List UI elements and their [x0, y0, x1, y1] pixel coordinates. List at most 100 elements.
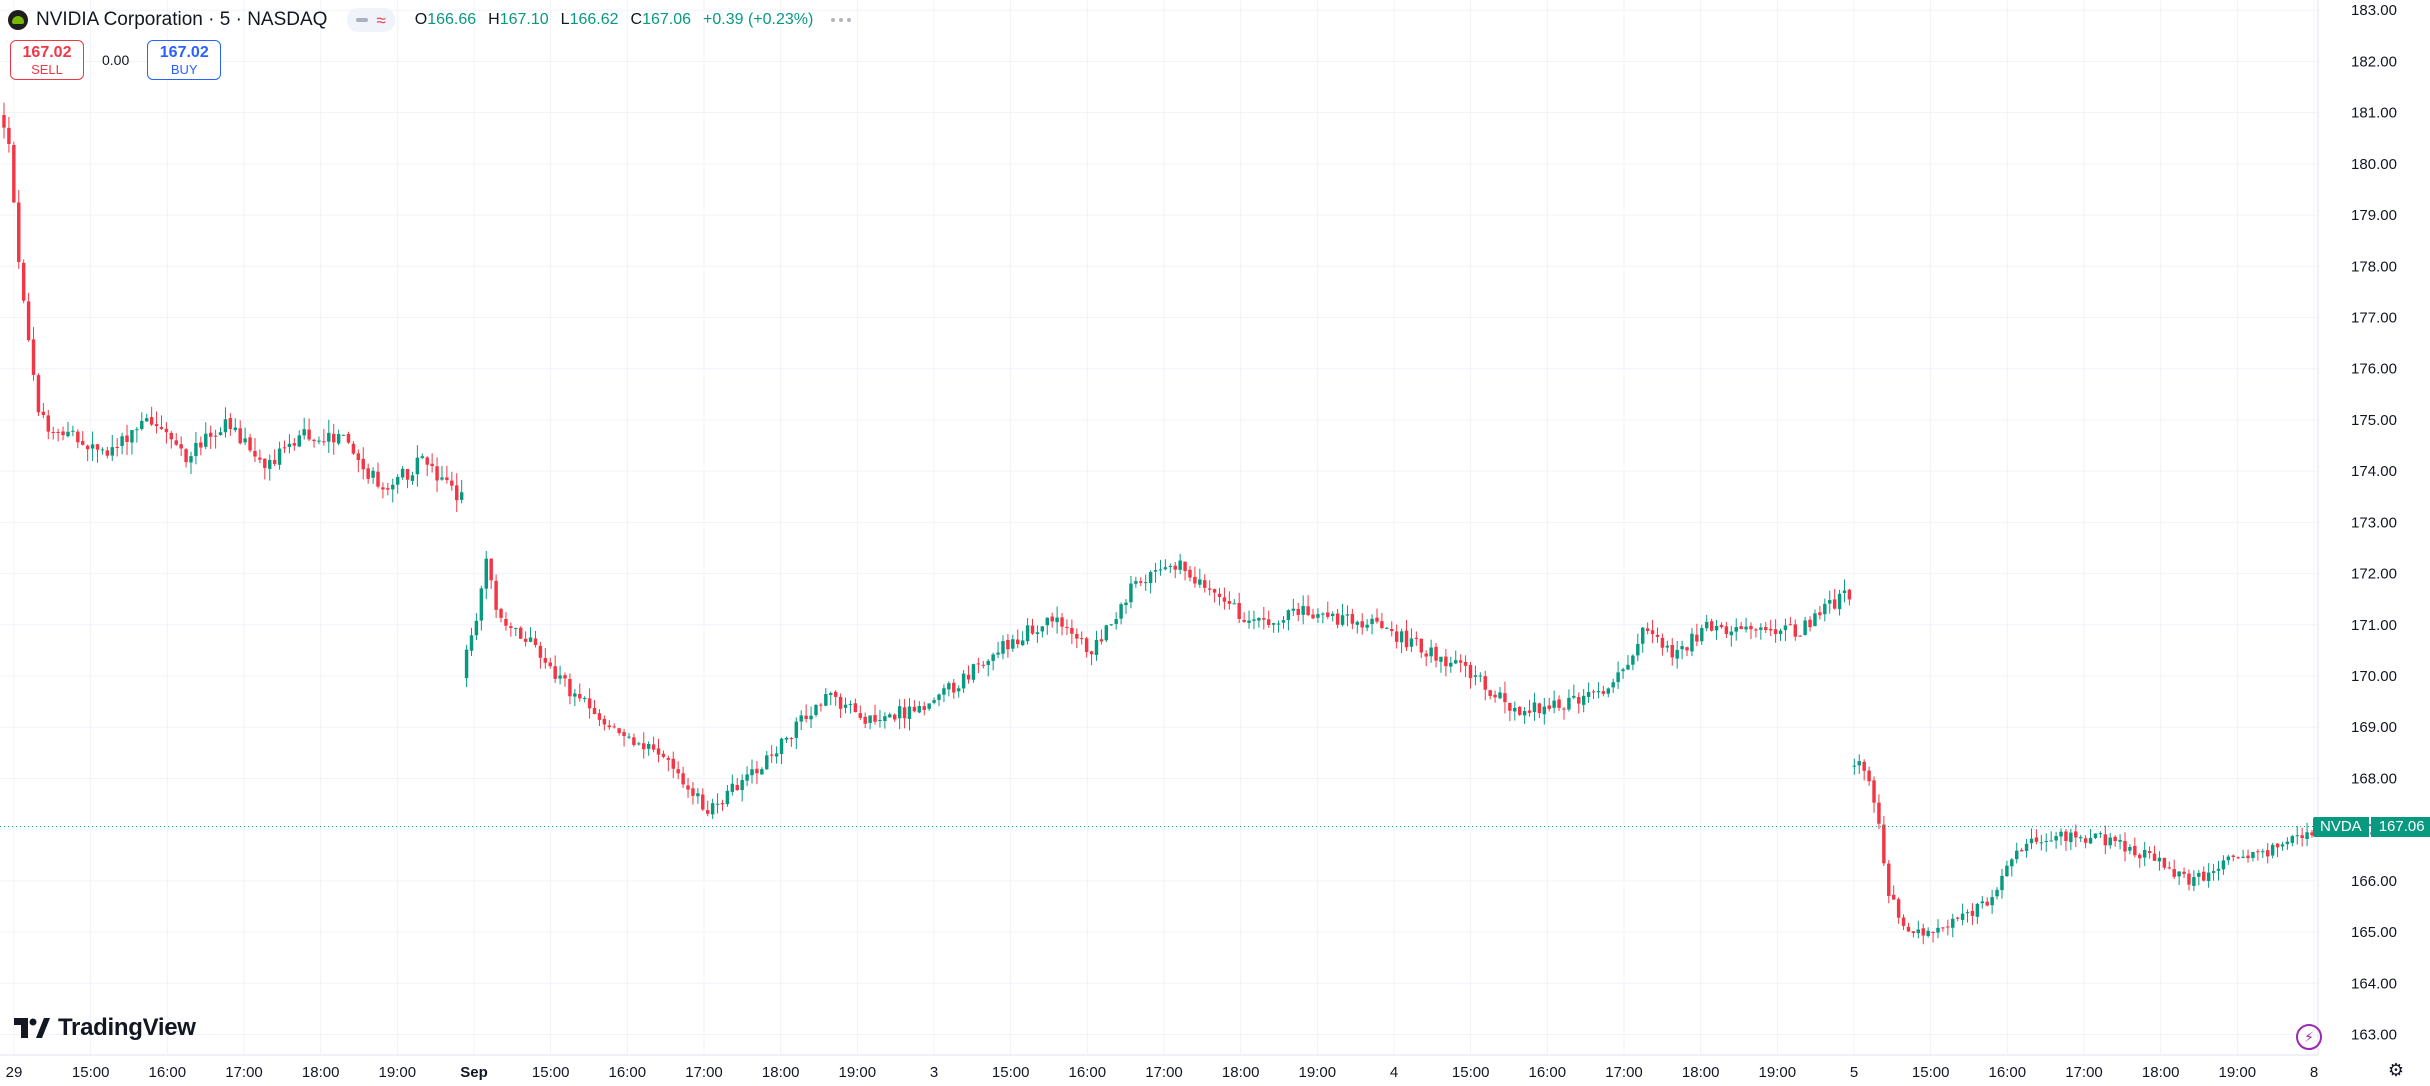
candle	[21, 259, 26, 304]
candle-body	[523, 638, 528, 642]
y-tick-label: 171.00	[2351, 617, 2397, 634]
candle-body	[322, 441, 326, 443]
candle-body	[1153, 570, 1158, 572]
candle	[1951, 913, 1955, 938]
time-axis[interactable]: 29 15:00 16:00 17:00 18:00 19:00 Sep 15:00 16:00…	[0, 1054, 2318, 1081]
candle	[858, 705, 862, 721]
candle	[455, 473, 459, 512]
candle	[1045, 617, 1049, 635]
candle-body	[440, 477, 444, 480]
candle	[504, 612, 508, 631]
candle-body	[1793, 624, 1798, 637]
candle	[12, 141, 16, 203]
candle-body	[666, 758, 671, 760]
candle-body	[1217, 593, 1222, 597]
candle	[681, 766, 685, 788]
candle	[1734, 618, 1738, 641]
candle-body	[1394, 631, 1399, 642]
candle	[2029, 828, 2034, 849]
candle	[1350, 608, 1355, 630]
candle-body	[883, 716, 887, 722]
candle-body	[1522, 711, 1527, 716]
candle	[2108, 832, 2112, 849]
candle	[1901, 914, 1906, 931]
candle-body	[1552, 700, 1556, 708]
candle-body	[248, 437, 252, 451]
candle-body	[627, 736, 631, 738]
candle	[937, 693, 941, 707]
candle-body	[1262, 618, 1266, 620]
more-dots-icon[interactable]	[831, 18, 852, 22]
candle	[1552, 690, 1556, 714]
candle	[789, 736, 794, 747]
buy-button[interactable]: 167.02 BUY	[147, 40, 222, 80]
candle	[366, 463, 370, 484]
candle	[528, 627, 533, 643]
candle	[415, 445, 420, 487]
candle-body	[76, 431, 80, 443]
candle-body	[307, 429, 311, 440]
candle	[1276, 620, 1281, 633]
candle	[1212, 588, 1217, 603]
lightning-icon[interactable]: ⚡	[2296, 1024, 2322, 1050]
candle-body	[1946, 926, 1950, 928]
candle-body	[2295, 835, 2299, 837]
candle	[238, 420, 242, 445]
candle	[838, 693, 843, 718]
candle	[2118, 834, 2122, 850]
candle-body	[459, 492, 464, 500]
candle	[1877, 794, 1881, 830]
candle-body	[937, 694, 941, 700]
gear-icon[interactable]: ⚙	[2387, 1060, 2405, 1080]
candle	[95, 444, 100, 463]
candle	[386, 482, 390, 496]
sell-button[interactable]: 167.02 SELL	[10, 40, 84, 80]
price-axis[interactable]: 183.00 182.00 181.00 180.00 179.00 178.00 177.…	[2317, 0, 2397, 1055]
candle-body	[1468, 664, 1473, 679]
candle-body	[2123, 840, 2127, 852]
candle-body	[917, 706, 922, 713]
indicator-toggle[interactable]: ≈	[347, 8, 395, 32]
candle	[445, 465, 449, 484]
candle	[213, 429, 218, 449]
candle	[873, 704, 877, 725]
candle	[1468, 661, 1473, 689]
candle	[189, 451, 193, 475]
candle	[824, 687, 828, 707]
candle	[1828, 590, 1832, 614]
candle	[464, 644, 469, 688]
symbol-title[interactable]: NVIDIA Corporation · 5 · NASDAQ	[36, 9, 328, 30]
candle-body	[750, 769, 754, 776]
candle-body	[1011, 639, 1015, 649]
candle	[1887, 860, 1891, 904]
candle-body	[1099, 639, 1104, 642]
candle-body	[1985, 901, 1989, 906]
candle	[656, 738, 661, 763]
candle	[228, 413, 233, 436]
candle-body	[1134, 581, 1138, 584]
candle	[1700, 624, 1704, 645]
candle	[1842, 579, 1847, 603]
candle-body	[2005, 865, 2009, 877]
candle	[1685, 646, 1689, 657]
candle-body	[991, 654, 995, 661]
candle-body	[1655, 634, 1660, 637]
y-tick-label: 169.00	[2351, 719, 2397, 736]
candle	[1483, 670, 1487, 701]
candle-body	[1916, 929, 1921, 934]
candle-body	[1517, 706, 1522, 715]
candle-body	[450, 480, 454, 486]
candle-body	[2226, 856, 2231, 861]
tradingview-logo[interactable]: TradingView	[14, 1014, 196, 1042]
candle-body	[1537, 703, 1542, 714]
candle	[976, 657, 981, 674]
candle-body	[1030, 625, 1035, 634]
candle-body	[1089, 651, 1094, 655]
candle	[769, 745, 774, 764]
candle	[243, 427, 247, 445]
candle-body	[1365, 624, 1369, 628]
candle	[2083, 835, 2088, 849]
candle-body	[1754, 629, 1758, 631]
candle-body	[415, 457, 420, 475]
